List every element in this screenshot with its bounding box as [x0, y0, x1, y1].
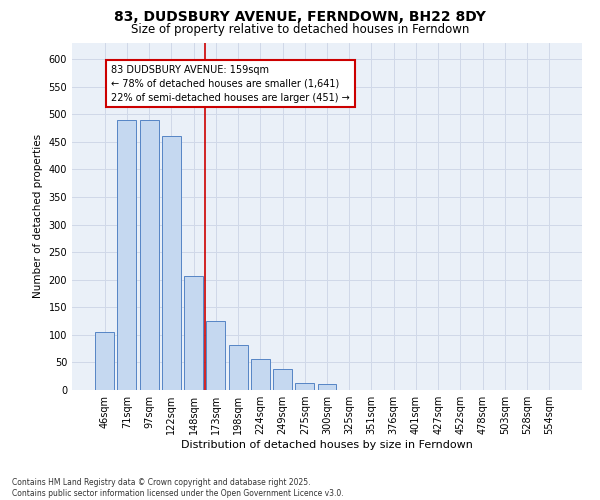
Bar: [251, 358, 270, 390]
Bar: [140, 120, 158, 390]
Text: 83 DUDSBURY AVENUE: 159sqm
← 78% of detached houses are smaller (1,641)
22% of s: 83 DUDSBURY AVENUE: 159sqm ← 78% of deta…: [112, 64, 350, 102]
Bar: [118, 120, 136, 390]
Text: Size of property relative to detached houses in Ferndown: Size of property relative to detached ho…: [131, 22, 469, 36]
Bar: [273, 369, 292, 390]
Text: Contains HM Land Registry data © Crown copyright and database right 2025.
Contai: Contains HM Land Registry data © Crown c…: [12, 478, 344, 498]
Bar: [184, 276, 203, 390]
Text: 83, DUDSBURY AVENUE, FERNDOWN, BH22 8DY: 83, DUDSBURY AVENUE, FERNDOWN, BH22 8DY: [114, 10, 486, 24]
Y-axis label: Number of detached properties: Number of detached properties: [33, 134, 43, 298]
Bar: [317, 384, 337, 390]
Bar: [162, 136, 181, 390]
Bar: [229, 345, 248, 390]
X-axis label: Distribution of detached houses by size in Ferndown: Distribution of detached houses by size …: [181, 440, 473, 450]
Bar: [295, 384, 314, 390]
Bar: [206, 321, 225, 390]
Bar: [95, 332, 114, 390]
